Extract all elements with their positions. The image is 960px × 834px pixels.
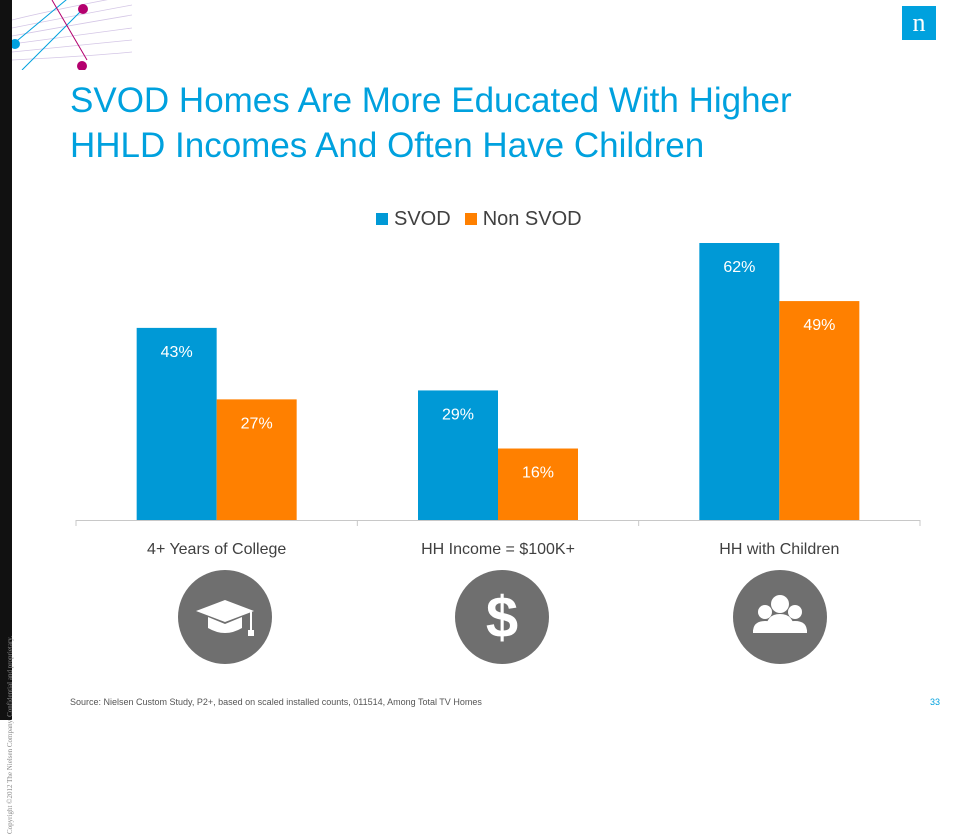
decorative-lines xyxy=(12,0,132,70)
bar-svod-1 xyxy=(418,390,498,520)
bar-svod-0 xyxy=(136,327,217,520)
deco-dot-magenta-2 xyxy=(77,61,87,70)
page-title: SVOD Homes Are More Educated With Higher… xyxy=(70,78,870,168)
legend-swatch-non-svod xyxy=(464,213,477,225)
logo-letter: n xyxy=(912,8,926,37)
title-line-2: HHLD Incomes And Often Have Children xyxy=(70,126,705,165)
bar-svod-2 xyxy=(699,243,780,520)
bar-non-svod-1 xyxy=(498,448,578,520)
x-tick-label-2: HH with Children xyxy=(719,541,839,558)
data-label-svod-1: 29% xyxy=(442,406,474,423)
deco-dot-magenta-1 xyxy=(78,4,88,14)
title-line-1: SVOD Homes Are More Educated With Higher xyxy=(70,81,792,120)
dollar-sign-icon: $ xyxy=(455,570,549,664)
data-label-non-svod-2: 49% xyxy=(803,317,835,334)
legend-swatch-svod xyxy=(376,213,388,225)
legend-label-non-svod: Non SVOD xyxy=(482,207,582,230)
copyright-notice: Copyright ©2012 The Nielsen Company. Con… xyxy=(6,635,14,834)
data-label-svod-0: 43% xyxy=(161,344,193,361)
page-number: 33 xyxy=(930,697,941,707)
x-tick-label-1: HH Income = $100K+ xyxy=(421,541,575,558)
data-label-non-svod-0: 27% xyxy=(241,415,273,432)
x-tick-label-0: 4+ Years of College xyxy=(147,541,286,558)
legend-item-non-svod: Non SVOD xyxy=(464,207,582,231)
family-icon xyxy=(733,570,827,664)
bar-label-group: 43% 27% 29% 16% 62% 49% xyxy=(161,259,836,482)
legend-item-svod: SVOD xyxy=(376,208,451,231)
x-tick-label-group: 4+ Years of College HH Income = $100K+ HH … xyxy=(147,541,839,558)
data-label-non-svod-1: 16% xyxy=(522,465,554,482)
bar-non-svod-0 xyxy=(216,399,297,520)
deco-dot-blue xyxy=(12,39,20,49)
source-note: Source: Nielsen Custom Study, P2+, based… xyxy=(70,697,482,707)
legend-label-svod: SVOD xyxy=(394,207,451,230)
left-strip xyxy=(0,0,12,720)
chart-legend: SVOD Non SVOD xyxy=(376,206,582,232)
nielsen-logo: n xyxy=(902,6,936,40)
svg-text:$: $ xyxy=(486,585,518,650)
graduation-cap-icon xyxy=(178,570,272,664)
bar-chart: 43% 27% 29% 16% 62% 49% 4+ Years of College HH… xyxy=(75,243,921,558)
bar-non-svod-2 xyxy=(779,301,860,520)
data-label-svod-2: 62% xyxy=(723,259,755,276)
x-tick-group xyxy=(75,520,921,526)
bar-group xyxy=(136,243,860,520)
